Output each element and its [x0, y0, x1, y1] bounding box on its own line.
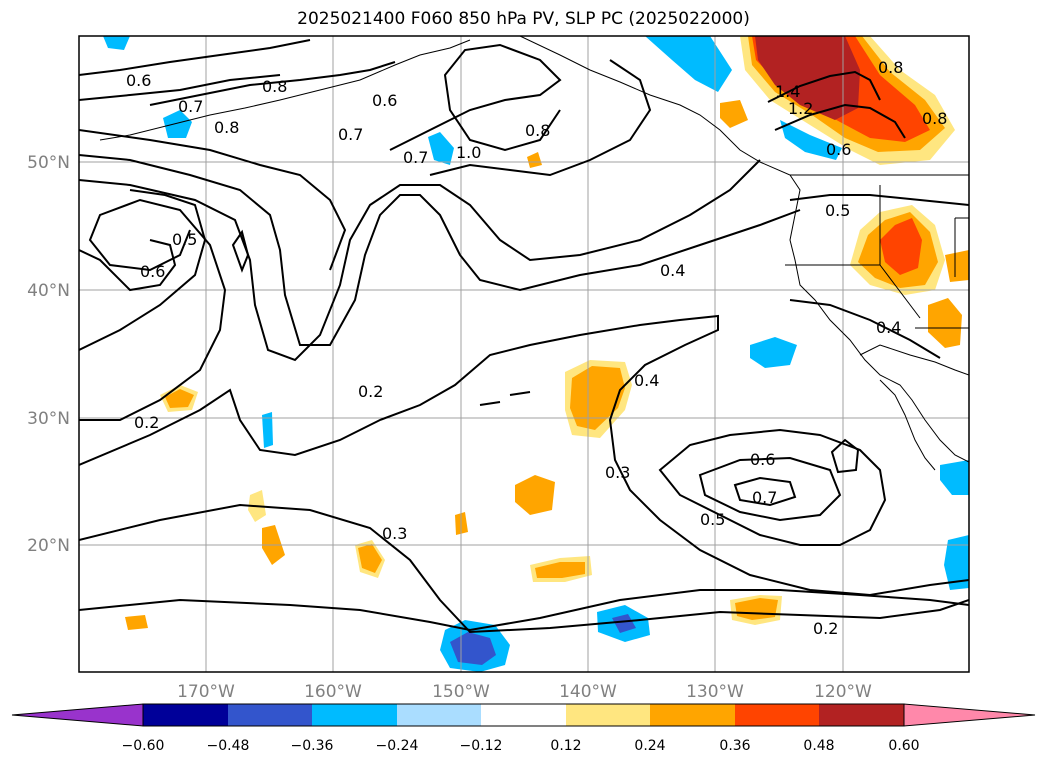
contour-label: 1.2	[788, 99, 813, 118]
colorbar-tick-label: 0.36	[719, 738, 750, 754]
contour-label: 0.2	[813, 619, 838, 638]
contour-label: 1.0	[456, 143, 481, 162]
contour-label: 0.7	[178, 97, 203, 116]
contour-label: 0.2	[358, 382, 383, 401]
contour-label: 0.7	[752, 488, 777, 507]
contour-label: 0.6	[372, 91, 397, 110]
lon-tick-label: 150°W	[432, 682, 490, 702]
lat-tick-label: 30°N	[27, 409, 70, 429]
colorbar-segment	[566, 704, 650, 726]
colorbar-extend-left	[11, 703, 144, 727]
colorbar-tick-label: −0.24	[376, 738, 419, 754]
colorbar-tick-label: −0.60	[122, 738, 165, 754]
contour-label: 0.4	[660, 261, 685, 280]
contour-label: 0.4	[876, 318, 901, 337]
colorbar-segment	[312, 704, 397, 726]
contour-label: 0.3	[382, 524, 407, 543]
colorbar-tick-label: 0.60	[888, 738, 919, 754]
slp-contours	[79, 39, 969, 634]
map-title: 2025021400 F060 850 hPa PV, SLP PC (2025…	[297, 9, 750, 29]
contour-label: 0.4	[634, 371, 659, 390]
contour-label: 0.6	[750, 450, 775, 469]
contour-label: 0.8	[262, 77, 287, 96]
contour-label: 0.6	[826, 140, 851, 159]
contour-labels: 0.6 0.7 0.8 0.8 0.6 0.7 0.7 1.0 0.8 0.5 …	[126, 58, 947, 638]
colorbar-tick-label: −0.48	[207, 738, 250, 754]
lon-tick-label: 160°W	[304, 682, 362, 702]
colorbar-tick-label: −0.12	[460, 738, 503, 754]
contour-label: 0.7	[403, 148, 428, 167]
colorbar-segment	[819, 704, 904, 726]
lat-tick-label: 50°N	[27, 153, 70, 173]
contour-label: 0.8	[878, 58, 903, 77]
contour-label: 0.3	[605, 463, 630, 482]
contour-label: 0.8	[525, 121, 550, 140]
contour-label: 0.8	[922, 109, 947, 128]
lat-tick-label: 40°N	[27, 281, 70, 301]
lon-tick-label: 140°W	[559, 682, 617, 702]
colorbar-tick-label: 0.48	[803, 738, 834, 754]
colorbar-tick-label: −0.36	[291, 738, 334, 754]
colorbar-tick-label: 0.24	[634, 738, 665, 754]
lat-tick-labels: 50°N 40°N 30°N 20°N	[27, 153, 70, 556]
contour-label: 0.5	[172, 230, 197, 249]
lon-tick-labels: 170°W 160°W 150°W 140°W 130°W 120°W	[177, 682, 872, 702]
colorbar-segment	[650, 704, 735, 726]
colorbar-tick-label: 0.12	[550, 738, 581, 754]
contour-label: 0.7	[338, 125, 363, 144]
lon-tick-label: 130°W	[686, 682, 744, 702]
colorbar-segment	[735, 704, 819, 726]
contour-label: 0.2	[134, 413, 159, 432]
contour-label: 0.6	[126, 71, 151, 90]
contour-label: 0.5	[700, 510, 725, 529]
colorbar: −0.60 −0.48 −0.36 −0.24 −0.12 0.12 0.24 …	[11, 703, 1036, 754]
colorbar-segment	[397, 704, 481, 726]
colorbar-segment	[228, 704, 312, 726]
contour-label: 0.6	[140, 262, 165, 281]
lon-tick-label: 120°W	[814, 682, 872, 702]
coastlines	[99, 36, 969, 471]
colorbar-extend-right	[903, 703, 1036, 727]
contour-label: 0.8	[214, 118, 239, 137]
contour-label: 0.5	[825, 201, 850, 220]
lon-tick-label: 170°W	[177, 682, 235, 702]
colorbar-segment	[481, 704, 566, 726]
contour-label: 1.4	[775, 82, 800, 101]
plot-frame	[78, 35, 970, 673]
lat-tick-label: 20°N	[27, 536, 70, 556]
colorbar-segment	[143, 704, 228, 726]
